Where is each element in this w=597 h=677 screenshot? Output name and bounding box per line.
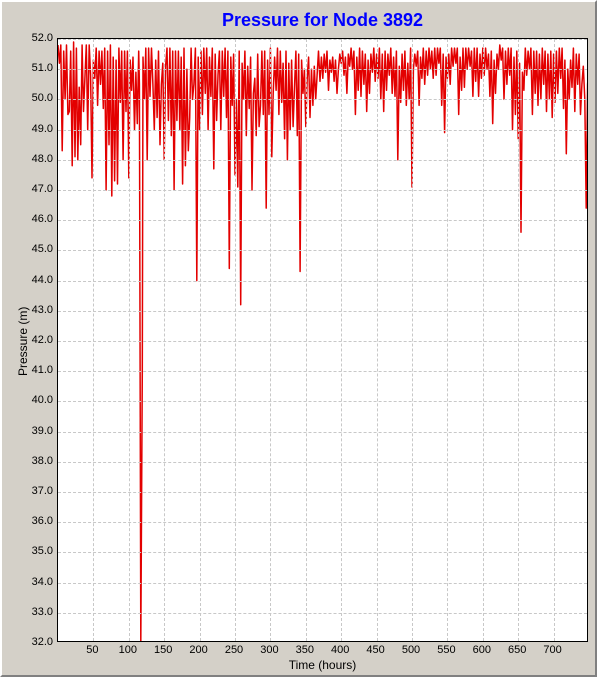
chart-title: Pressure for Node 3892 — [57, 10, 588, 31]
y-tick-label: 47.0 — [32, 183, 53, 195]
x-tick-label: 500 — [402, 644, 420, 656]
y-tick-label: 37.0 — [32, 485, 53, 497]
grid-line-h — [58, 552, 587, 553]
grid-line-h — [58, 190, 587, 191]
y-tick-label: 40.0 — [32, 394, 53, 406]
grid-line-h — [58, 160, 587, 161]
grid-line-h — [58, 432, 587, 433]
y-tick-label: 41.0 — [32, 364, 53, 376]
x-tick-label: 300 — [260, 644, 278, 656]
x-tick-label: 50 — [86, 644, 98, 656]
y-tick-label: 51.0 — [32, 62, 53, 74]
grid-line-h — [58, 281, 587, 282]
x-tick-label: 700 — [543, 644, 561, 656]
x-tick-label: 550 — [437, 644, 455, 656]
y-tick-label: 32.0 — [32, 636, 53, 648]
grid-line-h — [58, 401, 587, 402]
x-tick-label: 250 — [225, 644, 243, 656]
y-axis-label: Pressure (m) — [16, 307, 30, 376]
y-tick-label: 38.0 — [32, 455, 53, 467]
x-tick-label: 400 — [331, 644, 349, 656]
grid-line-h — [58, 613, 587, 614]
x-tick-label: 100 — [119, 644, 137, 656]
x-axis-label: Time (hours) — [57, 658, 588, 672]
y-tick-label: 39.0 — [32, 425, 53, 437]
y-tick-label: 43.0 — [32, 304, 53, 316]
grid-line-h — [58, 250, 587, 251]
grid-line-h — [58, 130, 587, 131]
grid-line-h — [58, 220, 587, 221]
grid-line-h — [58, 583, 587, 584]
grid-line-h — [58, 371, 587, 372]
y-tick-label: 48.0 — [32, 153, 53, 165]
grid-line-h — [58, 311, 587, 312]
x-tick-label: 450 — [366, 644, 384, 656]
grid-line-h — [58, 69, 587, 70]
y-tick-label: 45.0 — [32, 243, 53, 255]
grid-line-h — [58, 492, 587, 493]
grid-line-h — [58, 39, 587, 40]
y-tick-label: 36.0 — [32, 515, 53, 527]
y-tick-label: 34.0 — [32, 576, 53, 588]
y-tick-label: 35.0 — [32, 545, 53, 557]
grid-line-h — [58, 99, 587, 100]
y-tick-label: 33.0 — [32, 606, 53, 618]
x-tick-label: 600 — [473, 644, 491, 656]
x-tick-label: 350 — [296, 644, 314, 656]
x-tick-label: 650 — [508, 644, 526, 656]
y-tick-label: 50.0 — [32, 92, 53, 104]
y-tick-label: 49.0 — [32, 123, 53, 135]
y-tick-label: 46.0 — [32, 213, 53, 225]
grid-line-h — [58, 522, 587, 523]
y-tick-label: 42.0 — [32, 334, 53, 346]
plot-area — [57, 38, 588, 642]
y-tick-label: 52.0 — [32, 32, 53, 44]
window-panel: Pressure for Node 3892 Pressure (m) Time… — [0, 0, 597, 677]
x-tick-label: 150 — [154, 644, 172, 656]
grid-line-h — [58, 462, 587, 463]
x-tick-label: 200 — [189, 644, 207, 656]
y-tick-label: 44.0 — [32, 274, 53, 286]
grid-line-h — [58, 341, 587, 342]
